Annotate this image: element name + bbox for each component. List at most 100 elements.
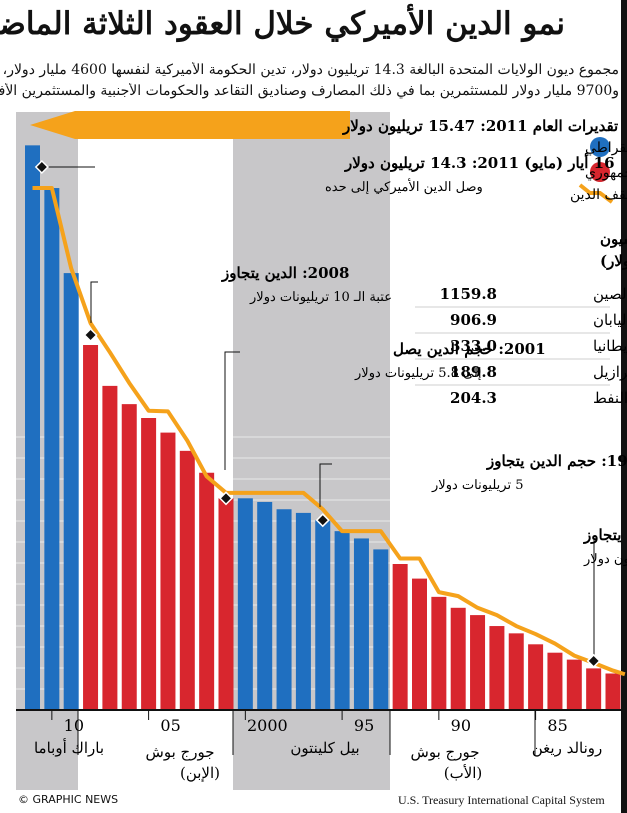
x-tick-label: 05 bbox=[160, 716, 180, 735]
bar-1986 bbox=[508, 633, 524, 710]
annotation-1982: 1982: الدين يتجاوز 1 تريليون دولار bbox=[583, 526, 627, 567]
president-reagan: رونالد ريغن bbox=[532, 739, 603, 757]
x-axis-ticks: 10 05 2000 95 90 85 bbox=[16, 709, 621, 755]
annotation-leader bbox=[224, 351, 240, 470]
bar-2009 bbox=[63, 273, 79, 710]
bar-2000 bbox=[237, 498, 253, 710]
investor-value: 333.0 bbox=[450, 337, 497, 355]
bar-1993 bbox=[373, 549, 389, 710]
bar-1998 bbox=[276, 509, 292, 710]
bar-2007 bbox=[102, 385, 118, 710]
ceiling-legend-label: سقف الدين bbox=[570, 187, 627, 203]
bar-2001 bbox=[218, 498, 234, 710]
republican-legend-label: الحزب الجمهوري bbox=[585, 165, 627, 181]
annotation-leader bbox=[90, 281, 98, 323]
investor-value: 1159.8 bbox=[440, 285, 497, 303]
president-bush-sr: جورج بوش (الأب) bbox=[411, 743, 483, 782]
svg-text:(الإبن): (الإبن) bbox=[180, 764, 220, 782]
bar-2010 bbox=[44, 188, 60, 711]
footer-credit: © GRAPHIC NEWS bbox=[18, 793, 119, 806]
bar-1995 bbox=[334, 531, 350, 710]
svg-text:رونالد ريغن: رونالد ريغن bbox=[532, 739, 603, 757]
bar-1984 bbox=[547, 652, 563, 710]
investor-name: اليابان bbox=[593, 311, 627, 329]
investor-name: البرازيل bbox=[593, 363, 627, 381]
svg-text:جورج بوش: جورج بوش bbox=[146, 743, 215, 761]
investor-name: الصين bbox=[593, 285, 627, 303]
svg-text:(الأب): (الأب) bbox=[444, 764, 483, 782]
bar-1992 bbox=[392, 564, 408, 710]
page-title: نمو الدين الأميركي خلال العقود الثلاثة ا… bbox=[0, 6, 565, 42]
investor-name: مصدرو النفط bbox=[593, 389, 627, 407]
bar-2002 bbox=[199, 472, 215, 710]
marker-2011 bbox=[34, 159, 49, 175]
bar-2006 bbox=[121, 404, 137, 710]
x-tick-label: 85 bbox=[547, 716, 567, 735]
bar-1999 bbox=[257, 501, 273, 710]
annotation-markers bbox=[34, 159, 601, 668]
svg-text:عتبة الـ 10 تريليونات دولار: عتبة الـ 10 تريليونات دولار bbox=[249, 290, 392, 305]
bar-1994 bbox=[353, 538, 369, 710]
footer-source: U.S. Treasury International Capital Syst… bbox=[398, 793, 605, 807]
bar-1997 bbox=[295, 512, 311, 710]
ceiling-line bbox=[32, 186, 626, 677]
ceiling-legend-swatch bbox=[578, 183, 614, 204]
investors-title: المستثمرون الرئيسيون bbox=[600, 230, 627, 248]
svg-text:بيل كلينتون: بيل كلينتون bbox=[290, 739, 359, 757]
investors-subtitle: في الدين الأميركي (مليار دولار) bbox=[600, 251, 627, 271]
bar-1991 bbox=[412, 578, 427, 710]
investor-value: 204.3 bbox=[450, 389, 497, 407]
x-tick-label: 95 bbox=[354, 716, 374, 735]
svg-text:وصل الدين الأميركي إلى حده: وصل الدين الأميركي إلى حده bbox=[325, 178, 483, 195]
bar-1987 bbox=[489, 626, 505, 710]
democrat-legend-label: الحزب الديمقراطي bbox=[585, 140, 627, 156]
bar-2008 bbox=[83, 345, 99, 710]
president-clinton: بيل كلينتون bbox=[290, 739, 359, 757]
bar-2004 bbox=[160, 432, 176, 710]
annotation-2008: 2008: الدين يتجاوز عتبة الـ 10 تريليونات… bbox=[221, 264, 392, 305]
bar-1990 bbox=[431, 596, 447, 710]
svg-text:5 تريليونات دولار: 5 تريليونات دولار bbox=[431, 478, 523, 493]
bar-1985 bbox=[528, 644, 544, 710]
annotation-1996: 1996: حجم الدين يتجاوز 5 تريليونات دولار bbox=[431, 452, 627, 493]
marker-1996 bbox=[315, 513, 330, 528]
democrat-legend-swatch bbox=[590, 137, 610, 157]
investors-table: الصين 1159.8 اليابان 906.9 بريطانيا 333.0 البر… bbox=[415, 285, 627, 407]
subtitle-line-1: مجموع ديون الولايات المتحدة البالغة 14.3… bbox=[2, 62, 619, 78]
x-tick-label: 10 bbox=[64, 716, 84, 735]
annotation-2001: 2001: حجم الدين يصل إلى 5.8 تريليونات دو… bbox=[354, 340, 546, 381]
investor-value: 189.8 bbox=[450, 363, 497, 381]
bars-group bbox=[25, 145, 621, 711]
svg-text:1982: الدين يتجاوز: 1982: الدين يتجاوز bbox=[583, 526, 627, 544]
bar-1989 bbox=[450, 607, 466, 710]
bar-1982 bbox=[586, 668, 602, 710]
investor-name: بريطانيا bbox=[593, 337, 627, 355]
estimate-banner bbox=[30, 111, 350, 139]
bar-2011 bbox=[25, 145, 40, 711]
bar-2005 bbox=[141, 418, 157, 710]
right-edge-bar bbox=[621, 0, 627, 813]
x-tick-label: 90 bbox=[451, 716, 471, 735]
svg-text:1996: حجم الدين يتجاوز: 1996: حجم الدين يتجاوز bbox=[486, 452, 627, 470]
svg-text:2001: حجم الدين يصل: 2001: حجم الدين يصل bbox=[393, 340, 546, 358]
annotation-2011: 16 أيار (مايو) 2011: 14.3 تريليون دولار … bbox=[325, 152, 615, 195]
bar-1983 bbox=[566, 659, 582, 710]
svg-text:16 أيار (مايو) 2011: 14.3 تريل: 16 أيار (مايو) 2011: 14.3 تريليون دولار bbox=[344, 152, 615, 172]
svg-text:1 تريليون دولار: 1 تريليون دولار bbox=[583, 552, 627, 567]
president-bush-jr: جورج بوش (الإبن) bbox=[146, 743, 220, 782]
svg-text:2008: الدين يتجاوز: 2008: الدين يتجاوز bbox=[221, 264, 349, 282]
annotation-leader bbox=[319, 463, 332, 507]
marker-2008 bbox=[83, 327, 98, 343]
svg-text:إلى 5.8 تريليونات دولار: إلى 5.8 تريليونات دولار bbox=[354, 366, 481, 381]
estimate-banner-text: تقديرات العام 2011: 15.47 تريليون دولار bbox=[342, 117, 618, 135]
bar-1996 bbox=[315, 520, 331, 710]
marker-2001 bbox=[218, 491, 234, 506]
bar-1981 bbox=[605, 673, 621, 710]
bar-2003 bbox=[179, 450, 195, 710]
marker-1982 bbox=[586, 653, 601, 668]
investor-value: 906.9 bbox=[450, 311, 497, 329]
bar-1988 bbox=[470, 615, 486, 710]
investors-panel bbox=[392, 112, 621, 422]
president-obama: باراك أوباما bbox=[34, 738, 104, 757]
